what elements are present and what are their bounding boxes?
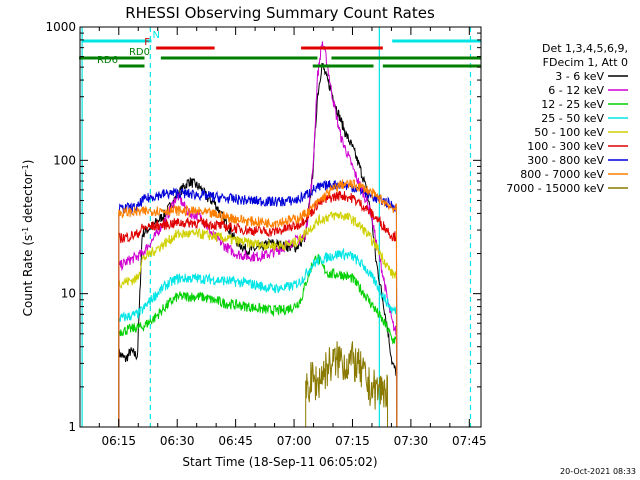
- legend: Det 1,3,4,5,6,9, FDecim 1, Att 0 3 - 6 k…: [506, 42, 628, 195]
- flag-label-rd6: RD6: [97, 55, 118, 66]
- legend-label-800-7000-kev: 800 - 7000 keV: [520, 168, 604, 181]
- legend-label-25-50-kev: 25 - 50 keV: [541, 112, 604, 125]
- series-lines: [118, 41, 398, 428]
- x-tick-label: 07:00: [277, 434, 312, 448]
- chart-title: RHESSI Observing Summary Count Rates: [125, 4, 435, 22]
- plot-frame: [79, 26, 482, 428]
- y-tick-label: 100: [53, 153, 76, 167]
- series-3-6-kev: [118, 62, 398, 428]
- x-tick-label: 07:45: [452, 434, 487, 448]
- y-tick-label: 1000: [45, 20, 76, 34]
- legend-label-300-800-kev: 300 - 800 keV: [527, 154, 604, 167]
- legend-label-3-6-kev: 3 - 6 keV: [555, 70, 604, 83]
- series-800-7000-kev: [118, 179, 398, 428]
- flag-label-f: F: [144, 37, 150, 48]
- series-6-12-kev: [118, 41, 398, 428]
- legend-label-6-12-kev: 6 - 12 keV: [548, 84, 604, 97]
- y-tick-label: 1: [68, 420, 76, 434]
- x-tick-label: 07:15: [335, 434, 370, 448]
- legend-header-line-1: Det 1,3,4,5,6,9,: [542, 42, 628, 55]
- legend-label-100-300-kev: 100 - 300 keV: [527, 140, 604, 153]
- series-7000-15000-kev: [305, 341, 388, 427]
- legend-header-line-2: FDecim 1, Att 0: [543, 56, 628, 69]
- y-axis-label: Count Rate (s-1 detector-1): [21, 160, 36, 317]
- series-12-25-kev: [118, 254, 398, 428]
- legend-label-50-100-kev: 50 - 100 keV: [534, 126, 604, 139]
- legend-label-12-25-kev: 12 - 25 keV: [541, 98, 604, 111]
- timestamp: 20-Oct-2021 08:33: [560, 467, 636, 476]
- y-tick-label: 10: [61, 287, 76, 301]
- x-tick-label: 06:45: [218, 434, 253, 448]
- x-tick-label: 07:30: [394, 434, 429, 448]
- series-100-300-kev: [118, 190, 398, 428]
- flag-label-n: N: [153, 30, 160, 41]
- x-tick-label: 06:15: [101, 434, 136, 448]
- x-axis-label: Start Time (18-Sep-11 06:05:02): [182, 455, 377, 469]
- axes: 06:15 06:30 06:45 07:00 07:15 07:30 07:45 1 10 10…: [45, 20, 486, 448]
- series-50-100-kev: [118, 211, 398, 428]
- series-25-50-kev: [118, 247, 398, 428]
- legend-label-7000-15000-kev: 7000 - 15000 keV: [506, 182, 604, 195]
- x-tick-label: 06:30: [160, 434, 195, 448]
- flag-label-rd0: RD0: [129, 47, 150, 58]
